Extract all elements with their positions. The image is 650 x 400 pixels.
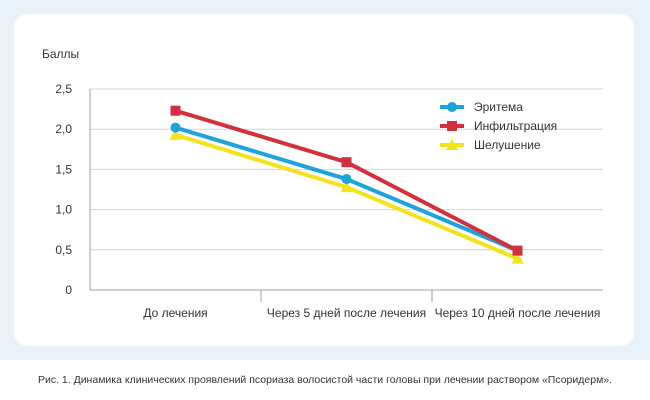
data-point bbox=[447, 121, 457, 131]
data-point bbox=[340, 181, 353, 193]
y-tick-label: 2,5 bbox=[55, 82, 72, 96]
y-tick-label: 1,0 bbox=[55, 203, 72, 217]
legend-label: Эритема bbox=[474, 100, 523, 114]
data-point bbox=[169, 128, 182, 140]
y-tick-label: 0,5 bbox=[55, 243, 72, 257]
data-point bbox=[341, 174, 352, 185]
data-point bbox=[512, 245, 523, 256]
legend-label: Инфильтрация bbox=[474, 119, 557, 133]
y-tick-label: 2,0 bbox=[55, 122, 72, 136]
line-chart: Баллы 0 0,5 1,0 1,5 2,0 2,5 До лечения Через 5… bbox=[42, 47, 603, 320]
data-point bbox=[170, 105, 181, 116]
x-category-label: Через 5 дней после лечения bbox=[267, 306, 426, 320]
series-line bbox=[174, 132, 519, 261]
y-axis-label: Баллы bbox=[42, 47, 79, 61]
data-point bbox=[511, 252, 524, 264]
y-tick-label: 0 bbox=[65, 283, 72, 297]
data-point bbox=[446, 139, 458, 150]
x-category-label: До лечения bbox=[143, 306, 207, 320]
legend-label: Шелушение bbox=[474, 138, 541, 152]
y-tick-label: 1,5 bbox=[55, 162, 72, 176]
data-point bbox=[170, 122, 181, 133]
x-category-label: Через 10 дней после лечения bbox=[435, 306, 601, 320]
data-point bbox=[447, 102, 457, 112]
figure-caption: Рис. 1. Динамика клинических проявлений … bbox=[0, 360, 650, 400]
data-point bbox=[341, 157, 352, 168]
